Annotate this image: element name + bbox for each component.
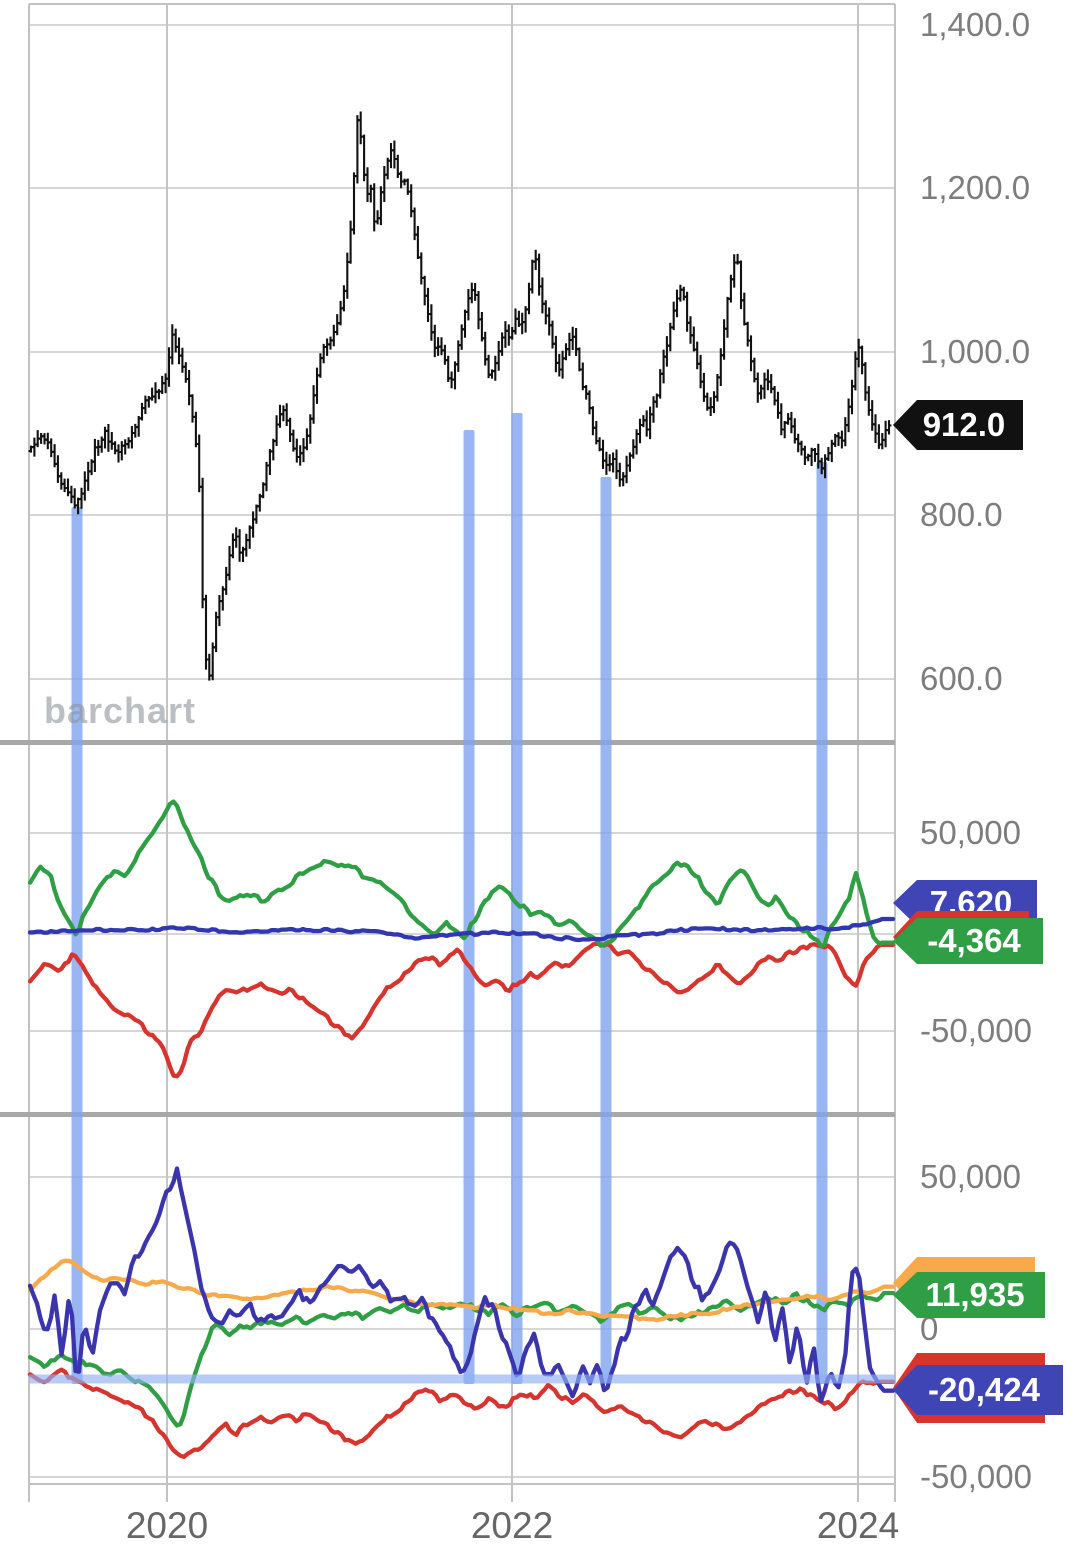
highlight-bar-annotation[interactable] [463, 430, 475, 1384]
price-ohlc-bars [28, 111, 892, 681]
horizontal-line-annotation[interactable] [29, 1374, 895, 1384]
series-line-blue [27, 916, 896, 943]
highlight-bar-annotation[interactable] [511, 413, 523, 1384]
highlight-bar-annotation[interactable] [600, 477, 612, 1384]
series-line-red [27, 941, 896, 1079]
panel-separator [0, 1112, 895, 1117]
series-line-green [27, 799, 896, 949]
highlight-bar-annotation[interactable] [816, 462, 828, 1384]
series-line-orange [27, 1258, 896, 1323]
panel-separator [0, 740, 895, 745]
highlight-bar-annotation[interactable] [71, 507, 83, 1384]
series-line-red [27, 1367, 896, 1459]
series-line-navy [27, 1166, 896, 1404]
